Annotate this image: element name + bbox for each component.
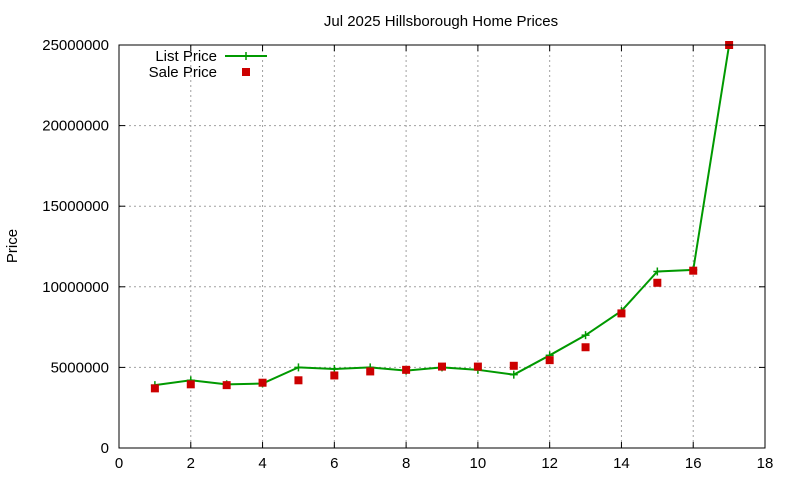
- y-tick-label: 10000000: [42, 279, 109, 296]
- grid: [119, 45, 765, 448]
- sale-price-point: [150, 384, 159, 393]
- sale-price-point: [294, 376, 303, 385]
- y-tick-label: 5000000: [51, 359, 109, 376]
- tick-labels: 0 2 4 6 8 10 12 14 16 18 0 5000000 10000000 15000000 2…: [42, 37, 773, 472]
- sale-price-point: [222, 381, 231, 390]
- x-tick-label: 12: [541, 455, 558, 472]
- y-tick-label: 25000000: [42, 37, 109, 54]
- list-price-point: [294, 363, 303, 372]
- x-tick-label: 14: [613, 455, 630, 472]
- y-tick-label: 20000000: [42, 118, 109, 135]
- sale-price-point: [581, 343, 590, 352]
- legend-swatch-square: [242, 68, 250, 76]
- sale-price-point: [330, 371, 339, 380]
- x-tick-label: 10: [470, 455, 487, 472]
- sale-price-point: [545, 356, 554, 365]
- sale-price-point: [186, 380, 195, 389]
- series: [150, 41, 734, 393]
- x-tick-label: 0: [115, 455, 123, 472]
- list-price-line: [154, 44, 731, 387]
- x-tick-label: 16: [685, 455, 702, 472]
- legend-swatch-plus: [242, 52, 250, 60]
- sale-price-point: [473, 362, 482, 371]
- sale-price-point: [258, 378, 267, 387]
- sale-price-point: [689, 266, 698, 275]
- y-tick-label: 15000000: [42, 198, 109, 215]
- x-tick-label: 2: [187, 455, 195, 472]
- list-price-point: [581, 331, 590, 340]
- y-tick-label: 0: [101, 440, 109, 457]
- x-tick-label: 4: [258, 455, 266, 472]
- chart-title: Jul 2025 Hillsborough Home Prices: [324, 13, 558, 30]
- sale-price-point: [509, 361, 518, 370]
- x-tick-label: 18: [757, 455, 774, 472]
- x-tick-label: 8: [402, 455, 410, 472]
- sale-price-point: [366, 367, 375, 376]
- list-price-point: [509, 370, 518, 379]
- y-axis-label: Price: [4, 229, 21, 263]
- sale-price-point: [402, 365, 411, 374]
- list-price-point: [653, 267, 662, 276]
- legend-label: List Price: [155, 48, 217, 65]
- x-tick-label: 6: [330, 455, 338, 472]
- legend-label: Sale Price: [149, 64, 217, 81]
- plot-frame: [118, 44, 766, 449]
- sale-price-point: [653, 278, 662, 287]
- sale-price-point: [438, 362, 446, 371]
- sale-price-point: [617, 309, 626, 318]
